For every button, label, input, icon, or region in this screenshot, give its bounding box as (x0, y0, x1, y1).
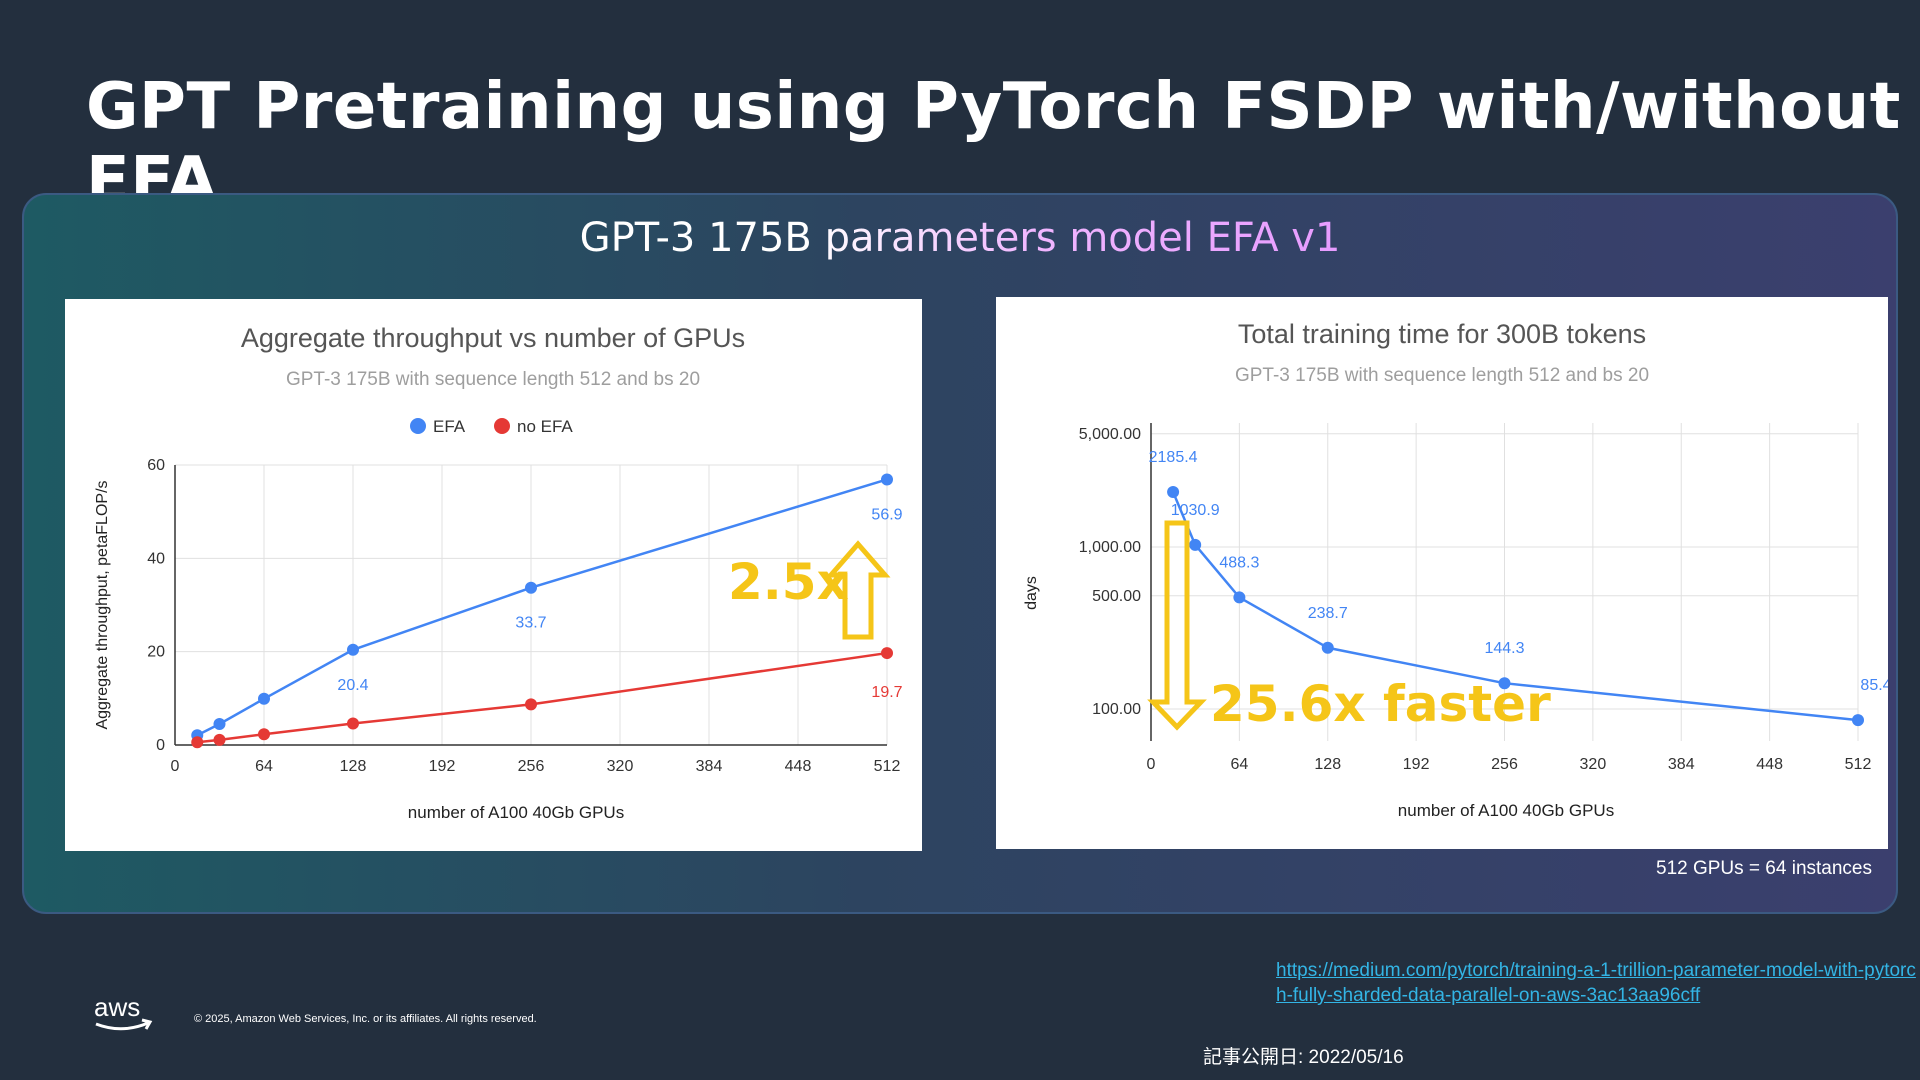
aws-logo: aws (94, 992, 153, 1031)
down-arrow-icon (1147, 520, 1207, 731)
data-label: 19.7 (871, 684, 902, 701)
data-point (1167, 485, 1180, 498)
data-point (347, 717, 359, 730)
x-tick-label: 192 (1403, 756, 1430, 773)
x-tick-label: 0 (171, 758, 180, 775)
x-tick-label: 128 (340, 758, 367, 775)
throughput-chart-svg: Aggregate throughput vs number of GPUs GP… (94, 323, 903, 822)
data-point (881, 473, 893, 486)
data-point (1852, 714, 1864, 727)
x-tick-label: 128 (1314, 756, 1341, 773)
training-time-chart-svg: Total training time for 300B tokens GPT-3… (1023, 319, 1888, 820)
x-axis-label: number of A100 40Gb GPUs (1398, 801, 1614, 820)
series-line (1171, 491, 1859, 722)
y-tick-label: 1,000.00 (1079, 539, 1141, 556)
data-label: 2185.4 (1149, 449, 1198, 466)
x-tick-label: 448 (1756, 756, 1783, 773)
x-tick-label: 512 (1845, 756, 1872, 773)
x-tick-label: 384 (696, 758, 723, 775)
x-axis-label: number of A100 40Gb GPUs (408, 803, 624, 822)
data-point (213, 718, 226, 730)
slide-title: GPT Pretraining using PyTorch FSDP with/… (86, 70, 1901, 218)
y-tick-label: 100.00 (1092, 701, 1141, 718)
y-axis-label: days (1023, 576, 1040, 610)
y-tick-label: 500.00 (1092, 588, 1141, 605)
chart-title: Total training time for 300B tokens (1238, 319, 1646, 349)
chart-subtitle: GPT-3 175B with sequence length 512 and … (286, 369, 700, 390)
source-link[interactable]: https://medium.com/pytorch/training-a-1-… (1276, 960, 1916, 1006)
data-point (258, 692, 270, 705)
data-point (191, 736, 204, 749)
chart-subtitle: GPT-3 175B with sequence length 512 and … (1235, 365, 1649, 386)
legend-label-0: EFA (433, 417, 466, 436)
data-label: 56.9 (871, 506, 902, 523)
data-point (347, 643, 359, 656)
data-point (213, 733, 226, 746)
annotation-label: 2.5x (728, 553, 849, 611)
data-point (525, 581, 537, 594)
data-label: 85.4 (1860, 677, 1888, 694)
data-point (258, 728, 270, 741)
throughput-chart: Aggregate throughput vs number of GPUs GP… (65, 299, 922, 851)
series-line-1 (197, 651, 888, 744)
data-label: 1030.9 (1171, 502, 1220, 519)
y-tick-label: 0 (156, 737, 165, 754)
x-tick-label: 320 (1580, 756, 1607, 773)
annotation-label: 25.6x faster (1210, 675, 1551, 733)
y-tick-label: 40 (147, 550, 165, 567)
y-tick-label: 60 (147, 457, 165, 474)
legend-marker-1 (494, 418, 510, 434)
x-tick-label: 64 (255, 758, 273, 775)
x-tick-label: 256 (518, 758, 545, 775)
data-label: 238.7 (1308, 605, 1348, 622)
y-tick-label: 20 (147, 644, 165, 661)
x-tick-label: 384 (1668, 756, 1695, 773)
gpus-note: 512 GPUs = 64 instances (1656, 858, 1872, 879)
data-label: 144.3 (1484, 640, 1524, 657)
chart-title: Aggregate throughput vs number of GPUs (241, 323, 745, 353)
x-tick-label: 512 (874, 758, 901, 775)
data-point (881, 647, 893, 660)
training-time-chart: Total training time for 300B tokens GPT-3… (996, 297, 1888, 849)
data-label: 20.4 (337, 677, 368, 694)
data-point (1189, 538, 1202, 551)
data-point (1233, 591, 1246, 604)
copyright: © 2025, Amazon Web Services, Inc. or its… (194, 1013, 537, 1025)
x-tick-label: 448 (785, 758, 812, 775)
legend-marker-0 (410, 418, 426, 434)
data-label: 488.3 (1219, 554, 1259, 571)
y-tick-label: 5,000.00 (1079, 426, 1141, 443)
publish-date: 記事公開日: 2022/05/16 (1203, 1047, 1404, 1068)
data-point (1498, 677, 1511, 690)
x-tick-label: 192 (429, 758, 456, 775)
aws-smile-arrow-icon (95, 1021, 149, 1031)
legend-label-1: no EFA (517, 417, 573, 436)
panel-title: GPT-3 175B parameters model EFA v1 (579, 215, 1341, 261)
y-axis-label: Aggregate throughput, petaFLOP/s (94, 480, 111, 729)
aws-logo-text: aws (94, 992, 140, 1022)
x-tick-label: 320 (607, 758, 634, 775)
data-point (525, 698, 537, 711)
x-tick-label: 0 (1147, 756, 1156, 773)
data-point (1321, 641, 1334, 654)
x-tick-label: 64 (1230, 756, 1248, 773)
up-arrow-icon (825, 540, 891, 640)
data-label: 33.7 (515, 615, 546, 632)
x-tick-label: 256 (1491, 756, 1518, 773)
